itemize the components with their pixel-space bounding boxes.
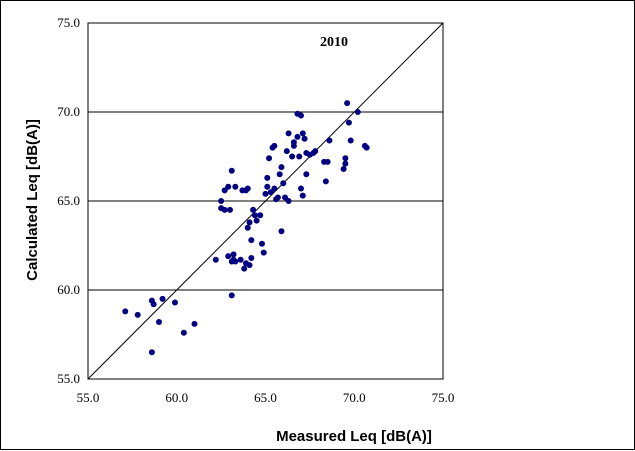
y-tick-label-3: 70.0 xyxy=(57,104,80,119)
data-point-58 xyxy=(285,130,292,137)
data-point-21 xyxy=(232,258,239,265)
data-point-49 xyxy=(271,185,278,192)
data-point-82 xyxy=(342,160,349,167)
data-point-5 xyxy=(156,319,162,326)
data-point-38 xyxy=(253,217,260,224)
x-tick-label-3: 70.0 xyxy=(343,390,366,405)
data-point-85 xyxy=(347,137,354,144)
data-point-81 xyxy=(342,155,349,162)
data-point-16 xyxy=(227,206,233,213)
data-point-53 xyxy=(278,228,285,235)
y-axis-title: Calculated Leq [dB(A)] xyxy=(24,119,41,281)
data-point-42 xyxy=(262,190,269,197)
data-point-59 xyxy=(285,198,292,204)
tick-labels: 55.0 60.0 65.0 70.0 75.0 55.0 60.0 65.0 70.0 75.0 xyxy=(57,15,454,405)
data-point-70 xyxy=(301,135,308,142)
data-point-75 xyxy=(312,148,319,155)
data-point-10 xyxy=(212,256,219,263)
x-tick-label-2: 65.0 xyxy=(254,390,277,405)
data-point-3 xyxy=(150,301,157,308)
plot-area xyxy=(87,22,444,380)
data-point-4 xyxy=(148,349,155,356)
data-point-86 xyxy=(354,109,361,115)
data-point-33 xyxy=(246,219,253,226)
data-point-52 xyxy=(276,171,283,178)
data-point-51 xyxy=(274,194,281,201)
data-point-77 xyxy=(322,178,329,185)
reference-line xyxy=(87,22,444,380)
data-point-45 xyxy=(266,155,273,162)
y-tick-label-0: 55.0 xyxy=(57,371,80,386)
data-point-9 xyxy=(191,320,198,327)
data-point-35 xyxy=(248,237,255,244)
data-point-88 xyxy=(363,144,370,151)
y-tick-label-2: 65.0 xyxy=(57,193,80,208)
data-point-24 xyxy=(232,183,239,190)
data-point-34 xyxy=(248,254,255,261)
x-axis-title: Measured Leq [dB(A)] xyxy=(276,428,432,445)
data-point-39 xyxy=(257,212,264,219)
data-point-60 xyxy=(289,153,296,160)
identity-line xyxy=(87,22,444,380)
data-point-54 xyxy=(278,164,285,171)
data-points xyxy=(122,100,370,356)
data-point-66 xyxy=(298,185,304,192)
data-point-7 xyxy=(171,299,178,306)
data-point-8 xyxy=(180,329,187,336)
data-point-44 xyxy=(264,174,271,181)
data-point-41 xyxy=(260,249,267,256)
data-point-36 xyxy=(250,206,257,213)
data-point-6 xyxy=(159,295,166,302)
y-tick-label-1: 60.0 xyxy=(57,282,80,297)
x-tick-label-4: 75.0 xyxy=(432,390,455,405)
y-tick-label-4: 75.0 xyxy=(57,15,80,30)
data-point-0 xyxy=(122,308,129,315)
data-point-69 xyxy=(299,130,306,137)
data-point-68 xyxy=(299,192,306,199)
data-point-37 xyxy=(251,212,258,219)
data-point-57 xyxy=(283,148,290,155)
x-tick-label-1: 60.0 xyxy=(165,390,188,405)
data-point-55 xyxy=(280,180,287,187)
data-point-80 xyxy=(340,165,347,172)
data-point-25 xyxy=(237,256,244,263)
data-point-22 xyxy=(228,292,235,299)
data-point-67 xyxy=(298,112,304,119)
data-point-31 xyxy=(244,224,251,231)
data-point-65 xyxy=(296,153,303,160)
chart-title: 2010 xyxy=(320,35,348,50)
data-point-48 xyxy=(271,142,278,149)
data-point-32 xyxy=(246,262,253,269)
data-point-13 xyxy=(221,206,228,213)
data-point-71 xyxy=(303,171,310,178)
data-point-62 xyxy=(290,139,297,146)
data-point-84 xyxy=(345,119,352,126)
data-point-40 xyxy=(258,240,265,247)
x-tick-label-0: 55.0 xyxy=(77,390,100,405)
data-point-1 xyxy=(134,311,141,318)
data-point-83 xyxy=(344,100,351,107)
data-point-30 xyxy=(244,185,251,192)
data-point-15 xyxy=(225,183,232,190)
data-point-79 xyxy=(326,137,333,144)
data-point-19 xyxy=(230,251,237,258)
data-point-43 xyxy=(264,183,271,190)
data-point-64 xyxy=(294,133,301,140)
data-point-27 xyxy=(241,265,248,272)
data-point-23 xyxy=(228,167,235,174)
data-point-11 xyxy=(218,198,225,204)
data-point-17 xyxy=(225,253,232,260)
data-point-78 xyxy=(324,158,331,165)
